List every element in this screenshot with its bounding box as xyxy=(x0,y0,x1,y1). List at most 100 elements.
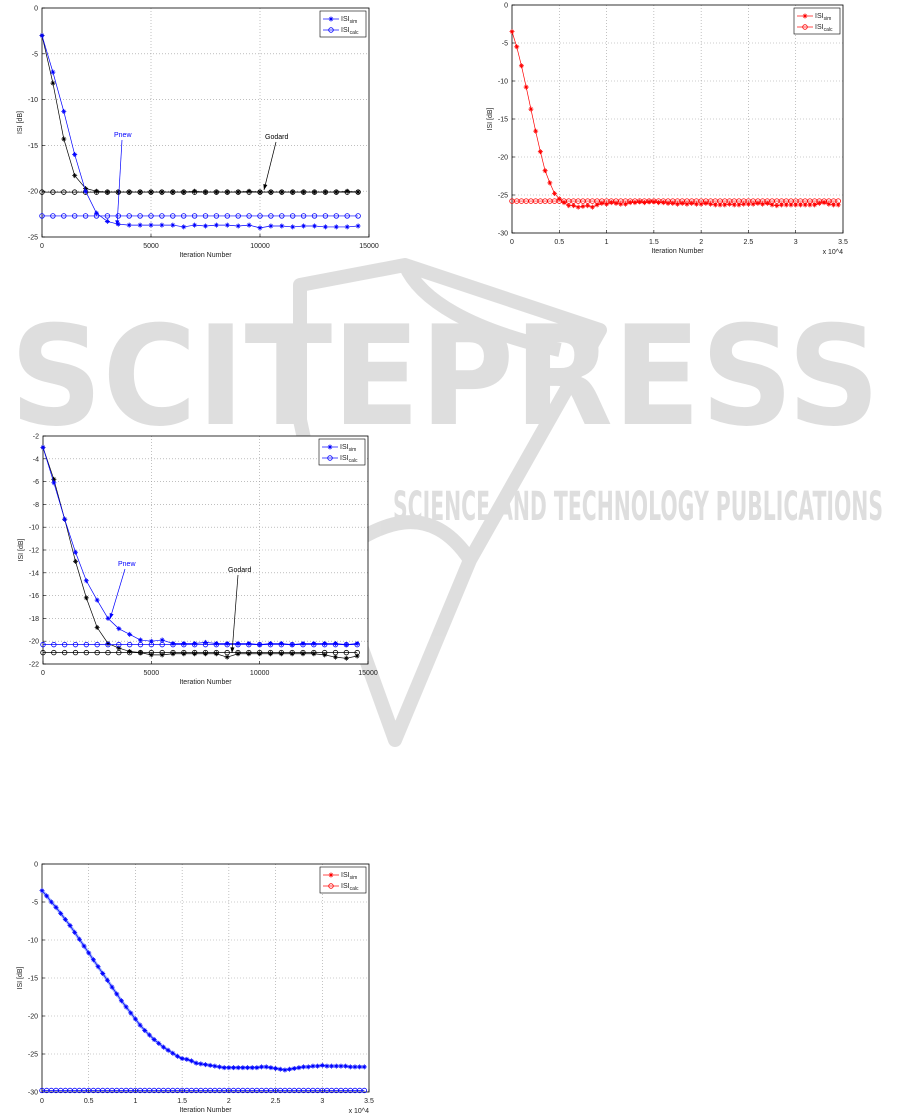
data-point xyxy=(703,200,709,206)
series-4 xyxy=(39,213,361,219)
data-point xyxy=(290,189,296,195)
data-point xyxy=(301,223,307,229)
data-point xyxy=(750,201,756,207)
data-point xyxy=(127,648,133,654)
data-point xyxy=(170,640,176,646)
x-tick-label: 10000 xyxy=(250,243,270,250)
data-point xyxy=(329,1063,335,1069)
figures: 0 5000 10000 150000-5-10-15-20-25Iteration … xyxy=(17,3,848,1116)
data-point xyxy=(589,204,595,210)
data-point xyxy=(254,1065,260,1071)
data-point xyxy=(170,213,176,219)
data-point xyxy=(93,189,100,195)
data-point xyxy=(290,224,296,230)
arrowhead-icon xyxy=(115,220,120,226)
data-point xyxy=(51,480,57,486)
data-point xyxy=(257,225,263,231)
data-point xyxy=(94,641,100,648)
legend-marker-icon xyxy=(328,883,334,889)
annotation-pnew: Pnew xyxy=(118,561,136,568)
y-tick-label: -14 xyxy=(29,570,39,577)
chart-2: 0 0.5 1 1.5 2 2.5 3 3.5 0 -5 -10 -15 -20 -25 -30 Iterat… xyxy=(487,3,848,257)
data-point xyxy=(354,649,360,656)
arrowhead-icon xyxy=(109,613,114,619)
y-tick-label: -8 xyxy=(33,502,39,509)
data-point xyxy=(783,202,789,208)
data-point xyxy=(570,203,576,209)
data-point xyxy=(282,1067,288,1073)
data-point xyxy=(170,641,176,648)
x-tick-label: 2.5 xyxy=(271,1098,281,1105)
data-point xyxy=(61,136,67,142)
data-point xyxy=(627,200,633,206)
data-point xyxy=(109,984,115,990)
legend-marker-icon xyxy=(802,13,808,19)
data-point xyxy=(333,1063,339,1069)
chart-4: 0 0.5 1 1.5 2 2.5 3 3.5 0 -5 -10 -15 -20 -25 -30 Iterat… xyxy=(17,862,374,1116)
legend-label: ISIcalc xyxy=(341,27,359,36)
legend-label-subscript: sim xyxy=(350,875,358,881)
data-point xyxy=(268,223,274,229)
legend-label-subscript: calc xyxy=(824,27,833,33)
data-point xyxy=(826,201,832,207)
data-point xyxy=(180,189,187,195)
data-point xyxy=(105,641,111,648)
data-point xyxy=(561,200,567,206)
data-point xyxy=(115,189,121,195)
data-point xyxy=(542,168,548,174)
data-point xyxy=(267,649,274,656)
x-tick-label: 3.5 xyxy=(838,239,848,246)
data-point xyxy=(224,213,230,219)
plot-frame xyxy=(511,4,844,234)
data-point xyxy=(192,640,198,646)
data-point xyxy=(123,1004,129,1010)
series-3 xyxy=(39,32,361,231)
x-axis-label: Iteration Number xyxy=(179,1107,232,1114)
data-point xyxy=(116,649,122,656)
y-axis-label: ISI [dB] xyxy=(487,107,494,130)
data-point xyxy=(246,213,252,219)
data-point xyxy=(105,649,111,656)
data-point xyxy=(509,29,515,35)
data-point xyxy=(116,645,122,651)
data-point xyxy=(289,649,295,656)
data-point xyxy=(193,1060,199,1066)
x-axis-label: Iteration Number xyxy=(651,248,704,255)
data-point xyxy=(213,222,219,228)
data-point xyxy=(159,189,165,195)
data-point xyxy=(347,1064,353,1070)
y-tick-label: -25 xyxy=(28,1052,38,1059)
data-point xyxy=(332,649,339,656)
data-point xyxy=(39,213,45,219)
chart-1: 0 5000 10000 15000 0 -5 -10 -15 -20 -25 Iteration … xyxy=(17,6,379,260)
annotation-arrow xyxy=(263,141,277,191)
data-point xyxy=(50,69,56,75)
data-point xyxy=(246,649,252,656)
data-point xyxy=(235,213,241,219)
y-tick-label: -20 xyxy=(29,639,39,646)
data-point xyxy=(224,654,230,660)
data-point xyxy=(212,1063,218,1069)
data-point xyxy=(257,651,263,657)
data-point xyxy=(267,641,274,648)
data-point xyxy=(632,200,638,206)
data-point xyxy=(192,188,198,194)
data-point xyxy=(48,899,54,905)
data-point xyxy=(137,649,144,656)
x-axis-label: Iteration Number xyxy=(179,252,232,259)
data-point xyxy=(277,1066,283,1072)
data-point xyxy=(279,189,285,195)
x-tick-label: 5000 xyxy=(144,670,160,677)
data-point xyxy=(235,651,241,657)
series-2 xyxy=(39,189,361,195)
x-tick-label: 10000 xyxy=(250,670,270,677)
data-point xyxy=(202,213,209,219)
data-point xyxy=(126,213,132,219)
x-tick-label: 0 xyxy=(41,670,45,677)
legend-box xyxy=(318,438,366,466)
legend: ISIsim ISIcalc xyxy=(319,866,367,894)
data-point xyxy=(104,213,111,219)
data-point xyxy=(670,200,676,206)
data-point xyxy=(137,1022,143,1028)
y-tick-label: -30 xyxy=(28,1090,38,1097)
